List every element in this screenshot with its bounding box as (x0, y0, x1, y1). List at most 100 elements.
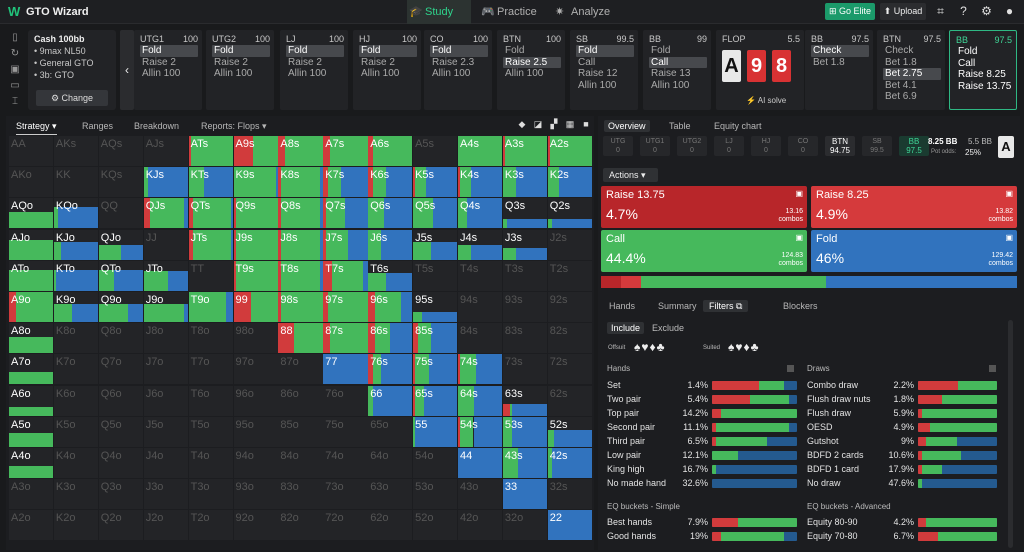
tab-blockers[interactable]: Blockers (783, 301, 818, 311)
seat-action[interactable]: Raise 2 (142, 56, 176, 68)
hand-cell[interactable]: Q4s (458, 198, 503, 229)
hand-cell[interactable]: T3s (502, 260, 548, 291)
hand-cell[interactable]: Q5s (413, 198, 458, 229)
hand-cell[interactable]: Q8o (98, 323, 144, 354)
filter-row[interactable]: BDFD 1 card 17.9% (807, 462, 1002, 476)
expand-icon[interactable]: ▣ (1005, 233, 1013, 242)
hand-cell[interactable]: 62s (547, 385, 593, 416)
hand-cell[interactable]: Q6o (98, 385, 144, 416)
street-seat-btn[interactable]: BTN 97.5 Check Bet 1.8 Bet 2.75 Bet 4.1 Bet 6.… (877, 30, 945, 110)
save-icon[interactable]: ▣ (10, 64, 20, 75)
offsuit-suits-icon[interactable]: ♠♥♦♣ (634, 340, 666, 354)
hand-cell[interactable]: 33 (502, 479, 548, 510)
draws-toggle-icon[interactable] (989, 365, 996, 372)
hand-cell[interactable]: AJo (9, 229, 54, 260)
seat-sb[interactable]: SB 99.5 Fold Call Raise 12 Allin 100 (570, 30, 638, 110)
filter-row[interactable]: Flush draw nuts 1.8% (807, 392, 1002, 406)
seat-btn[interactable]: BTN 100 Fold Raise 2.5 Allin 100 (497, 30, 565, 110)
seat-action[interactable]: Raise 2.5 (503, 56, 561, 68)
seat-utg2[interactable]: UTG2 100 Fold Raise 2 Allin 100 (206, 30, 274, 110)
hand-cell[interactable]: T7s (323, 260, 368, 291)
hand-cell[interactable]: 42o (458, 510, 503, 541)
view-full-icon[interactable]: ■ (583, 119, 589, 129)
seat-action[interactable]: Call (958, 57, 976, 69)
view-split-icon[interactable]: ◪ (533, 119, 543, 129)
position-chip[interactable]: SB 99.5 (862, 136, 892, 156)
expand-icon[interactable]: ▣ (795, 233, 803, 242)
hand-cell[interactable]: 98o (233, 323, 278, 354)
hand-cell[interactable]: A5s (413, 136, 458, 166)
hand-cell[interactable]: 94o (233, 448, 278, 478)
hand-cell[interactable]: J4s (458, 229, 503, 260)
nav-study[interactable]: 🎓 Study (407, 0, 471, 24)
action-raise-8-25[interactable]: Raise 8.25 4.9% 13.82 combos ▣ (811, 186, 1017, 228)
hand-cell[interactable]: A5o (9, 416, 54, 447)
change-button[interactable]: ⚙ Change (36, 90, 108, 106)
hand-cell[interactable]: 86o (278, 385, 323, 416)
seat-action[interactable]: Raise 2 (361, 56, 395, 68)
seat-action[interactable]: Bet 2.75 (883, 68, 941, 80)
seat-action[interactable]: Fold (651, 45, 671, 56)
bookmark-icon[interactable]: ▯ (12, 32, 18, 43)
seat-action[interactable]: Call (649, 56, 707, 68)
filter-row[interactable]: Equity 70-80 6.7% (807, 529, 1002, 543)
seat-action[interactable]: Allin 100 (288, 68, 327, 79)
hand-cell[interactable]: AQs (98, 136, 144, 166)
seat-action[interactable]: Fold (576, 45, 634, 57)
hand-cell[interactable]: A7s (323, 136, 368, 166)
hand-cell[interactable]: KTs (188, 167, 233, 198)
tab-strategy[interactable]: Strategy ▾ (16, 118, 57, 135)
hand-cell[interactable]: J7s (323, 229, 368, 260)
street-seat-bb[interactable]: BB 97.5 Fold Call Raise 8.25 Raise 13.75 (949, 30, 1017, 110)
street-seat-bb[interactable]: BB 97.5 Check Bet 1.8 (805, 30, 873, 110)
seat-action[interactable]: Bet 4.1 (885, 79, 917, 91)
hand-cell[interactable]: Q4o (98, 448, 144, 478)
hand-cell[interactable]: K2o (53, 510, 99, 541)
view-grid-icon[interactable]: ▦ (565, 119, 575, 129)
action-raise-13-75[interactable]: Raise 13.75 4.7% 13.16 combos ▣ (601, 186, 807, 228)
hand-cell[interactable]: AJs (143, 136, 188, 166)
hand-cell[interactable]: J2o (143, 510, 188, 541)
expand-icon[interactable]: ▣ (1005, 189, 1013, 198)
hand-cell[interactable]: JTo (143, 260, 188, 291)
hand-cell[interactable]: Q5o (98, 416, 144, 447)
hand-cell[interactable]: 83o (278, 479, 323, 510)
tab-hands[interactable]: Hands (609, 301, 636, 311)
hand-cell[interactable]: K3s (502, 167, 548, 198)
hand-cell[interactable]: 88 (278, 323, 323, 354)
hand-cell[interactable]: 85o (278, 416, 323, 447)
seat-action[interactable]: Raise 2 (288, 56, 322, 68)
hand-cell[interactable]: K4o (53, 448, 99, 478)
exclude-toggle[interactable]: Exclude (652, 323, 685, 333)
hand-cell[interactable]: 72s (547, 354, 593, 385)
hand-cell[interactable]: A8s (278, 136, 323, 166)
hand-cell[interactable]: 32s (547, 479, 593, 510)
filter-row[interactable]: Second pair 11.1% (607, 420, 802, 434)
scrollbar[interactable] (1008, 320, 1013, 548)
seat-action[interactable]: Allin 100 (432, 68, 471, 79)
seat-action[interactable]: Allin 100 (651, 79, 690, 91)
hand-cell[interactable]: 95o (233, 416, 278, 447)
hand-cell[interactable]: T6o (188, 385, 233, 416)
seat-action[interactable]: Allin 100 (361, 68, 400, 79)
seat-hj[interactable]: HJ 100 Fold Raise 2 Allin 100 (353, 30, 421, 110)
refresh-icon[interactable]: ↻ (10, 48, 20, 59)
hand-cell[interactable]: K6o (53, 385, 99, 416)
hand-cell[interactable]: J6s (368, 229, 413, 260)
hand-cell[interactable]: Q3s (502, 198, 548, 229)
seat-action[interactable]: Bet 1.8 (885, 56, 917, 68)
position-chip[interactable]: UTG2 0 (677, 136, 707, 156)
hand-cell[interactable]: 94s (458, 292, 503, 322)
filter-row[interactable]: BDFD 2 cards 10.6% (807, 448, 1002, 462)
upload-button[interactable]: ⬆ Upload (880, 3, 926, 20)
position-chip[interactable]: CO 0 (788, 136, 818, 156)
hand-cell[interactable]: 97s (323, 292, 368, 322)
hand-cell[interactable]: 64s (458, 385, 503, 416)
hand-cell[interactable]: QQ (98, 198, 144, 229)
hand-cell[interactable]: 63o (368, 479, 413, 510)
filter-row[interactable]: Set 1.4% (607, 378, 802, 392)
hand-cell[interactable]: ATs (188, 136, 233, 166)
hand-cell[interactable]: A4s (458, 136, 503, 166)
tab-breakdown[interactable]: Breakdown (134, 121, 180, 131)
include-toggle[interactable]: Include (607, 322, 645, 334)
